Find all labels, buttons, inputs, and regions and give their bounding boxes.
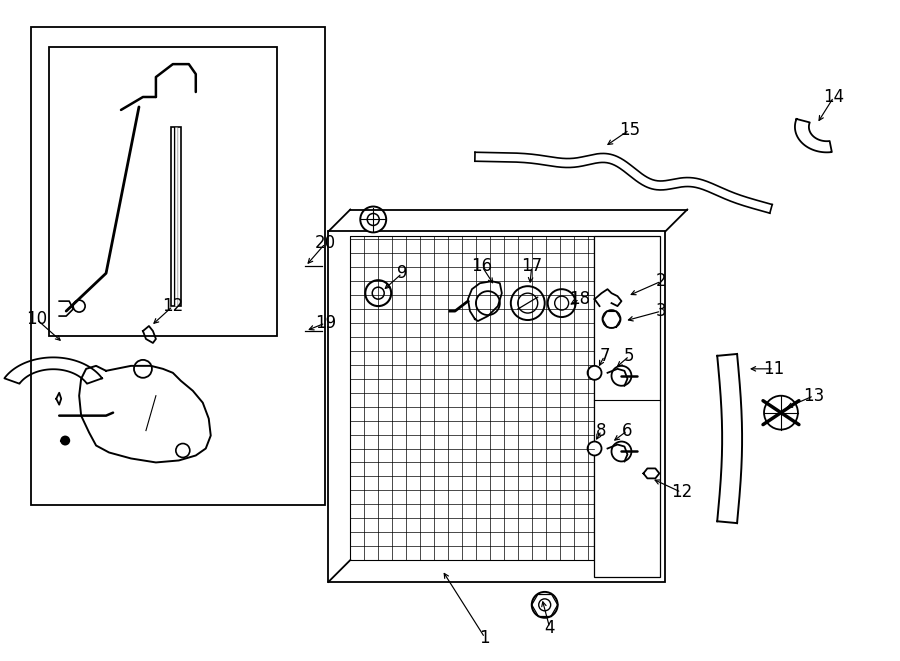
- Text: 9: 9: [397, 264, 408, 282]
- Text: 13: 13: [803, 387, 824, 405]
- Bar: [50, 47, 276, 336]
- Text: 11: 11: [763, 360, 785, 378]
- Text: 14: 14: [824, 88, 844, 106]
- Circle shape: [588, 442, 601, 455]
- Text: 15: 15: [619, 121, 640, 139]
- Circle shape: [588, 366, 601, 380]
- Text: 6: 6: [622, 422, 633, 440]
- Circle shape: [532, 592, 558, 618]
- Text: 12: 12: [670, 483, 692, 501]
- Circle shape: [611, 442, 632, 461]
- Bar: [171, 127, 181, 306]
- Circle shape: [60, 436, 70, 446]
- Bar: [594, 237, 661, 577]
- Text: 5: 5: [625, 347, 634, 365]
- Text: 8: 8: [597, 422, 607, 440]
- Bar: [32, 27, 326, 505]
- Circle shape: [365, 280, 392, 306]
- Text: 19: 19: [315, 314, 336, 332]
- Bar: [350, 237, 594, 560]
- Text: 16: 16: [472, 257, 492, 275]
- Text: 12: 12: [162, 297, 184, 315]
- Circle shape: [611, 366, 632, 386]
- Circle shape: [360, 206, 386, 233]
- Text: 2: 2: [656, 272, 667, 290]
- Text: 17: 17: [521, 257, 543, 275]
- Circle shape: [764, 396, 798, 430]
- Circle shape: [476, 291, 500, 315]
- Text: 20: 20: [315, 235, 336, 253]
- Circle shape: [548, 289, 576, 317]
- Bar: [328, 231, 665, 582]
- Text: 7: 7: [599, 347, 610, 365]
- Text: 4: 4: [544, 619, 555, 637]
- Text: 1: 1: [480, 629, 491, 646]
- Circle shape: [511, 286, 544, 320]
- Circle shape: [602, 310, 620, 328]
- Text: 10: 10: [26, 310, 47, 328]
- Text: 3: 3: [656, 302, 667, 320]
- Text: 18: 18: [569, 290, 590, 308]
